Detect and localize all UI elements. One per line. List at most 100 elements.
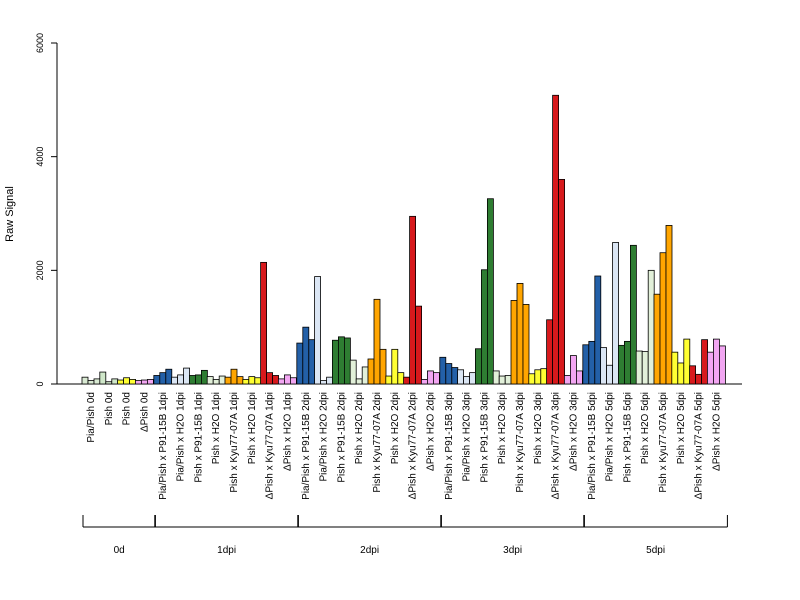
- bar: [498, 375, 506, 385]
- bar: [206, 376, 214, 385]
- bar: [719, 345, 726, 385]
- bar: [630, 244, 637, 385]
- bar-category-label: ΔPish 0d: [139, 392, 150, 432]
- bar: [445, 363, 453, 385]
- bar: [117, 379, 124, 385]
- bar: [140, 379, 148, 385]
- y-axis: 0 2000 4000 6000: [35, 33, 58, 387]
- bar: [671, 351, 679, 385]
- bar: [552, 94, 559, 385]
- bar-category-label: ΔPish x H2O 2dpi: [425, 392, 436, 471]
- bar: [314, 276, 322, 385]
- bar: [123, 377, 130, 385]
- bar: [308, 339, 316, 385]
- bar: [320, 380, 328, 385]
- bar-category-label: Pia/Pish x P91-15B 3dpi: [444, 392, 455, 500]
- bar: [474, 348, 482, 385]
- bar: [153, 375, 161, 385]
- bar: [355, 378, 363, 385]
- bar-category-label: Pish x Kyu77-07A 2dpi: [372, 392, 383, 493]
- bar: [540, 368, 548, 385]
- bar: [159, 372, 167, 385]
- bar: [564, 375, 571, 385]
- bar-category-label: Pish x H2O 2dpi: [354, 392, 365, 464]
- bar-category-label: ΔPish x Kyu77-07A 3dpi: [551, 392, 562, 499]
- bar-category-label: Pia/Pish x H2O 1dpi: [176, 392, 187, 482]
- group-label: 3dpi: [503, 545, 522, 556]
- bar-category-label: Pish x H2O 3dpi: [533, 392, 544, 464]
- group-label: 2dpi: [360, 545, 379, 556]
- bar: [194, 374, 202, 385]
- bar: [385, 375, 393, 385]
- bar: [600, 347, 607, 385]
- y-tick-label: 2000: [35, 260, 45, 280]
- bar: [624, 340, 631, 385]
- bar-category-label: Pish 0d: [122, 392, 133, 425]
- y-tick-label: 0: [35, 381, 45, 386]
- bar: [105, 381, 113, 385]
- bar: [254, 377, 262, 385]
- bar: [415, 305, 423, 385]
- bar: [146, 379, 154, 385]
- group-label: 5dpi: [646, 545, 665, 556]
- bar-category-label: Pia/Pish x P91-15B 2dpi: [301, 392, 312, 500]
- bar: [188, 375, 196, 385]
- bar: [516, 283, 524, 385]
- bar: [260, 261, 268, 385]
- bar: [331, 339, 339, 385]
- bar: [463, 376, 471, 385]
- bar: [588, 340, 596, 385]
- bar: [647, 269, 655, 385]
- bar: [558, 178, 565, 385]
- bar: [343, 337, 351, 385]
- bar-category-label: Pia/Pish x H2O 5dpi: [605, 392, 616, 482]
- bar: [296, 342, 304, 385]
- bar: [361, 366, 369, 385]
- bar: [171, 376, 179, 385]
- bar-labels-layer: Pia/Pish 0d Pish 0d Pish 0d ΔPish 0d Pia/Pis…: [86, 392, 722, 500]
- bar: [289, 377, 297, 385]
- bar: [277, 378, 285, 385]
- bar-category-label: Pish x P91-15B 2dpi: [336, 392, 347, 483]
- bar-category-label: Pia/Pish x P91-15B 1dpi: [158, 392, 169, 500]
- y-axis-title: Raw Signal: [4, 186, 16, 242]
- bar: [659, 252, 667, 385]
- bar: [653, 293, 661, 385]
- bar: [713, 338, 720, 385]
- bar: [397, 372, 405, 385]
- bar: [635, 350, 643, 385]
- bar-category-label: ΔPish x Kyu77-07A 5dpi: [694, 392, 705, 499]
- bar: [99, 371, 107, 385]
- bar: [129, 379, 137, 385]
- bar: [683, 338, 691, 385]
- bar-category-label: Pish 0d: [104, 392, 115, 425]
- bar: [165, 368, 173, 385]
- bar: [451, 367, 459, 385]
- bar: [522, 304, 530, 385]
- bar: [200, 369, 208, 385]
- bar: [546, 319, 553, 385]
- y-tick-label: 6000: [35, 33, 45, 53]
- bar-category-label: ΔPish x H2O 3dpi: [568, 392, 579, 471]
- bar: [266, 372, 274, 385]
- bar: [504, 375, 512, 385]
- bar: [87, 380, 95, 385]
- bar: [379, 348, 387, 385]
- bar: [302, 326, 310, 385]
- bar: [582, 344, 590, 385]
- bar-category-label: Pish x H2O 3dpi: [497, 392, 508, 464]
- bar: [420, 379, 428, 385]
- bar: [283, 374, 291, 385]
- bar: [177, 374, 185, 385]
- bar-category-label: Pish x Kyu77-07A 5dpi: [658, 392, 669, 493]
- bar: [707, 351, 714, 385]
- bar: [534, 369, 542, 385]
- group-brackets-layer: 0d 1dpi 2dpi 3dpi 5dpi: [82, 515, 728, 556]
- bar: [612, 242, 619, 385]
- bar: [81, 376, 89, 385]
- bar: [492, 370, 500, 385]
- bar: [242, 379, 250, 385]
- bar: [183, 367, 191, 385]
- bar-category-label: Pish x Kyu77-07A 1dpi: [229, 392, 240, 493]
